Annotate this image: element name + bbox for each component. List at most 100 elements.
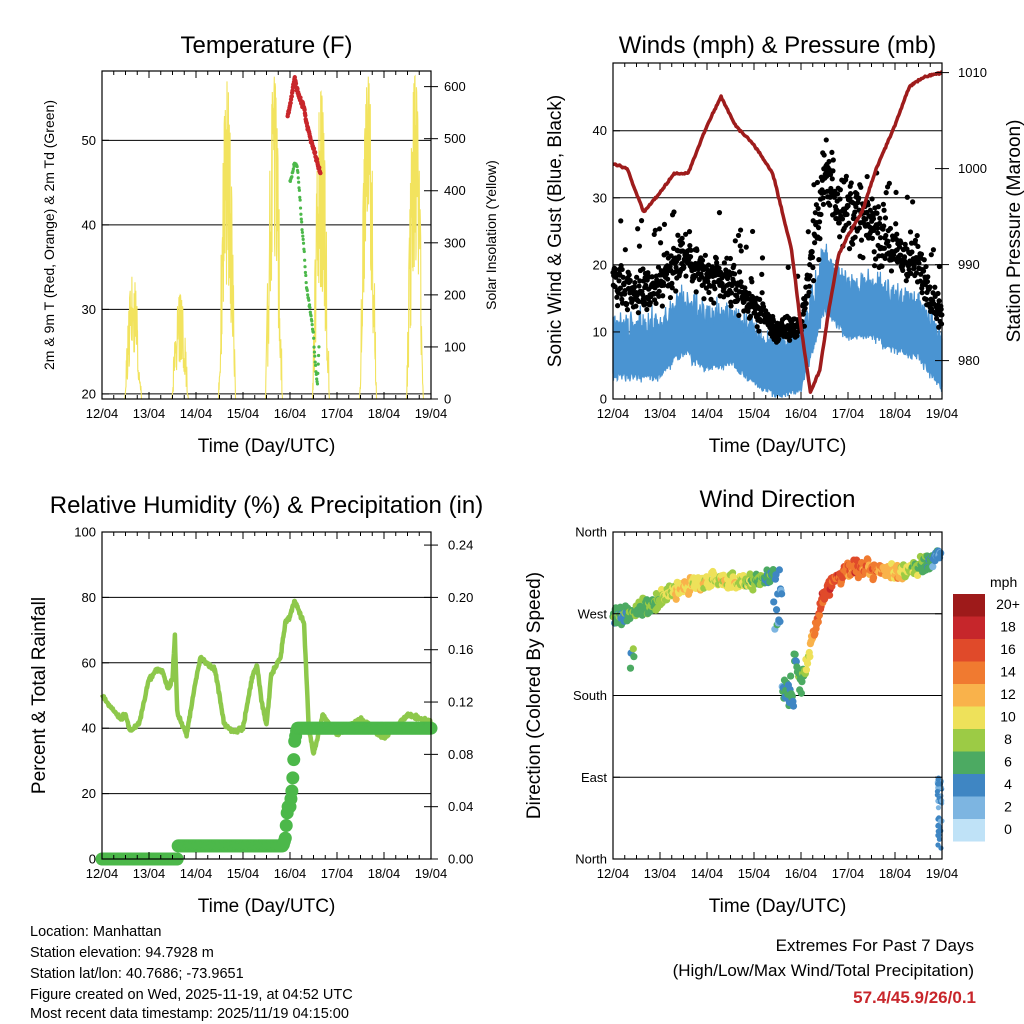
dewpoint-point (298, 195, 302, 199)
y-tick-label: 60 (82, 655, 96, 670)
gust-point (736, 269, 743, 275)
gust-point (827, 172, 834, 178)
insolation-line (218, 81, 237, 400)
gust-point (817, 235, 823, 242)
gust-point (821, 152, 827, 158)
temp-point (312, 150, 318, 155)
gust-point (938, 306, 944, 312)
gust-point (714, 260, 720, 266)
x-tick-label: 18/04 (368, 866, 401, 881)
gust-point (903, 278, 909, 284)
dewpoint-point (301, 237, 305, 241)
gust-point (928, 252, 934, 258)
gust-point (758, 308, 765, 315)
gust-point (882, 215, 889, 221)
gust-point (916, 260, 922, 266)
colorbar-swatch (953, 729, 985, 752)
direction-point (798, 678, 806, 686)
gust-point (785, 264, 791, 270)
y-tick-label: 20 (82, 786, 96, 801)
gust-point (882, 255, 888, 262)
gust-point (883, 232, 889, 239)
gust-point (627, 277, 633, 284)
precip-point (286, 771, 300, 785)
dewpoint-point (312, 350, 317, 354)
gust-point (664, 250, 670, 256)
colorbar-label: 12 (1000, 686, 1016, 702)
gust-point (731, 262, 737, 268)
gust-point (805, 229, 811, 235)
gust-point (749, 279, 755, 285)
temp-point (298, 95, 303, 100)
direction-point (778, 590, 786, 598)
y-right-tick-label: 980 (958, 353, 980, 368)
gust-point (918, 251, 925, 257)
gust-point (810, 264, 816, 271)
gust-point (688, 247, 694, 253)
direction-point (869, 574, 878, 582)
gust-point (735, 232, 742, 239)
gust-point (629, 299, 635, 305)
chart-title: Relative Humidity (%) & Precipitation (i… (50, 492, 483, 519)
colorbar: mph 20+ 18 16 14 12 10 8 6 4 2 0 (953, 574, 1020, 842)
gust-point (616, 278, 622, 284)
y-right-tick-label: 0.24 (448, 538, 473, 553)
footer-recent-timestamp: Most recent data timestamp: 2025/11/19 0… (30, 1006, 349, 1022)
gust-point (759, 271, 765, 277)
gust-point (807, 273, 813, 279)
dewpoint-point (297, 180, 301, 184)
chart-title: Winds (mph) & Pressure (mb) (619, 32, 936, 59)
gust-point (927, 284, 933, 290)
temp-point (318, 170, 323, 176)
y-right-tick-label: 100 (444, 339, 466, 354)
y-axis-label: Direction (Colored By Speed) (524, 572, 545, 819)
gust-point (858, 237, 865, 243)
gust-point (619, 266, 625, 273)
x-tick-label: 17/04 (832, 406, 865, 421)
gust-point (624, 307, 631, 313)
gust-point (770, 318, 776, 324)
extremes-values: 57.4/45.9/26/0.1 (853, 988, 976, 1007)
direction-point (936, 836, 943, 842)
colorbar-swatch (953, 774, 985, 797)
dewpoint-point (308, 310, 312, 314)
gust-point (647, 300, 653, 306)
gust-point (663, 271, 670, 277)
footer-created: Figure created on Wed, 2025-11-19, at 04… (30, 987, 353, 1003)
panel-winds: 12/04 13/04 14/04 15/04 16/04 17/04 18/04 19/04… (545, 32, 1024, 457)
dewpoint-point (308, 306, 312, 310)
gust-point (936, 298, 942, 304)
y-tick-label: 10 (593, 324, 607, 339)
gust-point (636, 283, 642, 289)
colorbar-swatch (953, 661, 985, 684)
dewpoint-point (298, 198, 302, 202)
x-tick-label: 18/04 (879, 406, 912, 421)
y-tick-label: 0 (600, 392, 607, 407)
gust-point (738, 248, 744, 254)
x-tick-label: 13/04 (133, 866, 166, 881)
gust-point (845, 203, 851, 209)
colorbar-swatch (953, 706, 985, 729)
gust-point (743, 244, 749, 250)
gust-point (815, 225, 822, 231)
x-tick-label: 19/04 (415, 866, 448, 881)
chart-title: Temperature (F) (180, 32, 352, 59)
y-right-axis-label: Solar Insolation (Yellow) (483, 160, 499, 310)
dewpoint-point (299, 217, 303, 221)
insolation-line (359, 76, 378, 400)
gust-point (834, 191, 841, 197)
x-tick-label: 12/04 (86, 866, 119, 881)
x-tick-label: 18/04 (368, 406, 401, 421)
gust-point (898, 240, 904, 246)
direction-point (775, 566, 783, 574)
gust-point (746, 290, 752, 296)
gust-point (827, 202, 833, 208)
gust-point (711, 300, 717, 306)
colorbar-swatch (953, 819, 985, 842)
y-right-tick-label: 0 (444, 392, 451, 407)
gust-point (837, 187, 843, 193)
gust-point (632, 280, 638, 286)
gust-point (920, 268, 927, 274)
dewpoint-point (315, 377, 319, 381)
x-tick-label: 14/04 (691, 866, 724, 881)
